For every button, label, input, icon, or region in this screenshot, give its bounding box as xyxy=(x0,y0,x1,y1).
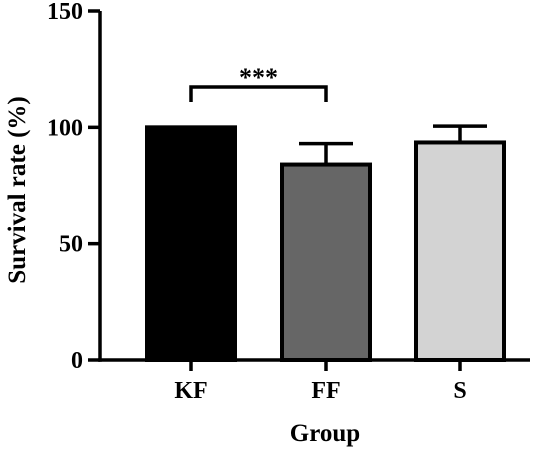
bar-ff xyxy=(280,162,372,362)
bar-s xyxy=(414,140,506,362)
y-axis-label: Survival rate (%) xyxy=(4,96,31,283)
significance-annotation: *** xyxy=(189,63,328,102)
x-tick-label-kf: KF xyxy=(174,378,207,404)
y-tick-label-100: 100 xyxy=(47,115,83,141)
x-axis-label: Group xyxy=(290,420,360,447)
y-ticks-group: 0 50 100 150 xyxy=(47,0,100,374)
significance-bracket xyxy=(189,85,328,102)
x-ticks-group: KF FF S xyxy=(174,360,467,404)
error-bars-group xyxy=(299,124,487,165)
axes-group xyxy=(98,11,530,362)
significance-label: *** xyxy=(239,63,278,92)
y-tick-label-0: 0 xyxy=(71,348,83,374)
x-tick-label-ff: FF xyxy=(311,378,340,404)
y-tick-label-150: 150 xyxy=(47,0,83,25)
x-tick-label-s: S xyxy=(453,378,466,404)
y-tick-label-50: 50 xyxy=(59,232,83,258)
bar-kf xyxy=(145,125,237,363)
